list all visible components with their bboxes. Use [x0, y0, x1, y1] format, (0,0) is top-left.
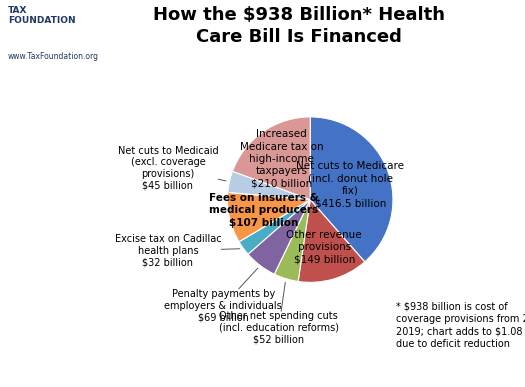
Wedge shape [233, 117, 310, 200]
Text: TAX
FOUNDATION: TAX FOUNDATION [8, 6, 76, 25]
Text: * $938 billion is cost of
coverage provisions from 2010-
2019; chart adds to $1.: * $938 billion is cost of coverage provi… [396, 302, 525, 349]
Text: Penalty payments by
employers & individuals
$69 billion: Penalty payments by employers & individu… [164, 268, 282, 322]
Wedge shape [310, 117, 393, 262]
Text: Increased
Medicare tax on
high-income
taxpayers
$210 billion: Increased Medicare tax on high-income ta… [240, 129, 323, 189]
Wedge shape [227, 192, 310, 242]
Wedge shape [274, 200, 310, 281]
Wedge shape [228, 171, 310, 200]
Text: Other net spending cuts
(incl. education reforms)
$52 billion: Other net spending cuts (incl. education… [219, 282, 339, 344]
Text: Fees on insurers &
medical producers
$107 billion: Fees on insurers & medical producers $10… [208, 193, 318, 228]
Text: Other revenue
provisions
$149 billion: Other revenue provisions $149 billion [287, 230, 362, 265]
Wedge shape [239, 200, 310, 254]
Text: Excise tax on Cadillac
health plans
$32 billion: Excise tax on Cadillac health plans $32 … [114, 235, 240, 267]
Text: Net cuts to Medicare
(incl. donut hole
fix)
$416.5 billion: Net cuts to Medicare (incl. donut hole f… [297, 161, 404, 208]
Text: How the $938 Billion* Health
Care Bill Is Financed: How the $938 Billion* Health Care Bill I… [153, 6, 445, 46]
Text: www.TaxFoundation.org: www.TaxFoundation.org [8, 52, 99, 61]
Wedge shape [298, 200, 365, 283]
Wedge shape [248, 200, 310, 274]
Text: Net cuts to Medicaid
(excl. coverage
provisions)
$45 billion: Net cuts to Medicaid (excl. coverage pro… [118, 146, 226, 191]
